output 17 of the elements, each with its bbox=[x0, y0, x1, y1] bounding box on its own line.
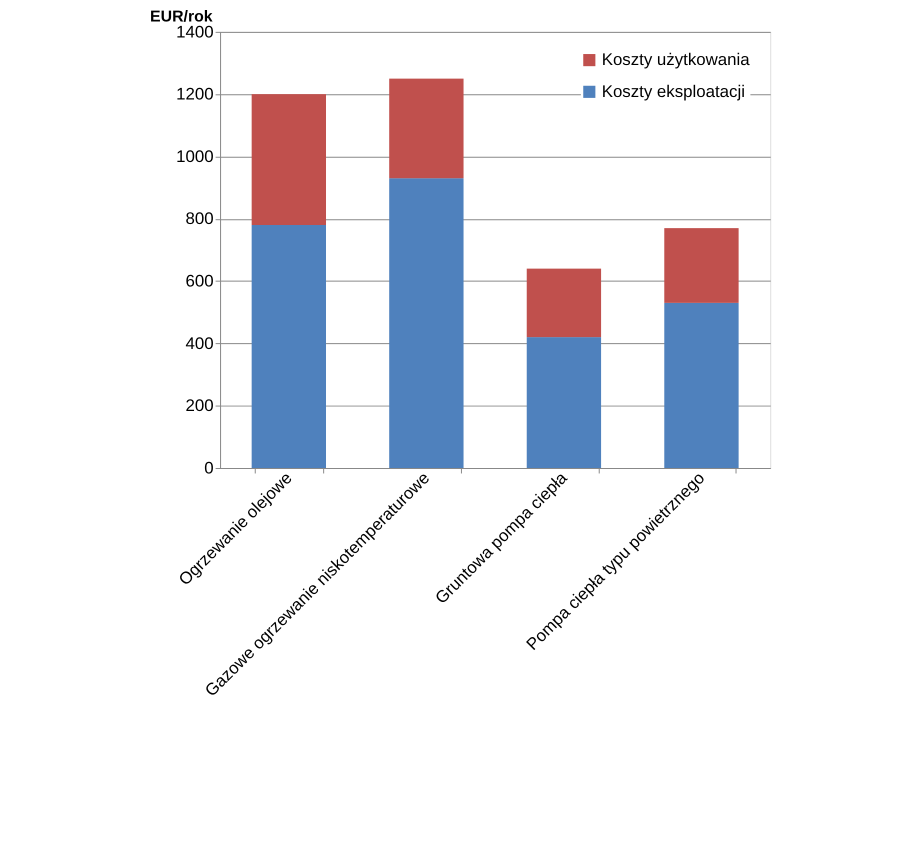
y-tick-label: 800 bbox=[186, 209, 214, 228]
bar bbox=[389, 78, 464, 178]
y-tick-label: 0 bbox=[204, 458, 214, 478]
y-tick-label: 400 bbox=[186, 334, 214, 353]
bar bbox=[664, 302, 739, 468]
y-tick-label: 200 bbox=[186, 396, 214, 416]
bar bbox=[389, 178, 464, 468]
y-tick-label: 600 bbox=[186, 272, 214, 291]
y-tick-label: 1200 bbox=[176, 84, 214, 104]
legend-label: Koszty użytkowania bbox=[602, 50, 750, 70]
y-tick-label: 1000 bbox=[176, 146, 214, 166]
bar bbox=[526, 337, 602, 468]
legend-label: Koszty eksploatacji bbox=[602, 82, 745, 101]
bar bbox=[526, 268, 602, 338]
bar bbox=[664, 228, 739, 303]
bar bbox=[252, 225, 326, 468]
bar bbox=[252, 94, 326, 226]
